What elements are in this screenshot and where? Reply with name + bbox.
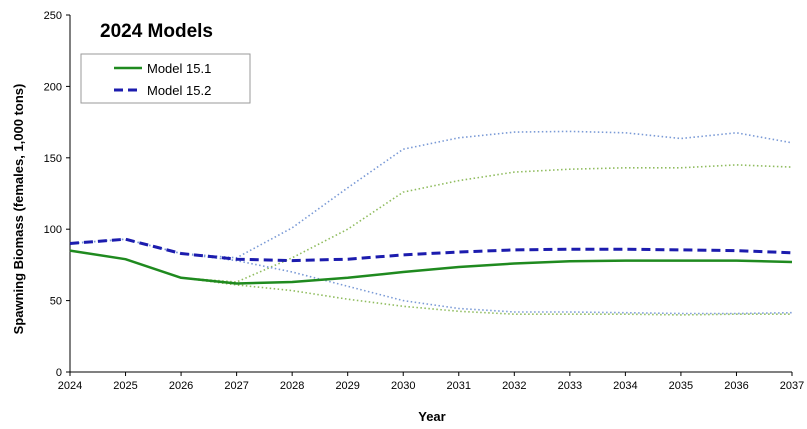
y-tick-label: 250 (44, 10, 62, 22)
y-tick-label: 0 (56, 367, 62, 379)
x-tick-label: 2037 (780, 380, 804, 392)
y-tick-label: 200 (44, 81, 62, 93)
x-tick-label: 2031 (447, 380, 471, 392)
x-tick-label: 2028 (280, 380, 304, 392)
y-axis-label: Spawning Biomass (females, 1,000 tons) (11, 84, 26, 335)
x-tick-label: 2025 (113, 380, 137, 392)
legend: Model 15.1 Model 15.2 (80, 53, 251, 104)
legend-label: Model 15.1 (147, 61, 211, 76)
tick-labels: 0 50 100 150 200 250 2024 2025 2026 2027 2028 2029 2… (44, 10, 805, 392)
y-tick-label: 100 (44, 224, 62, 236)
chart-title: 2024 Models (100, 21, 213, 42)
x-tick-label: 2024 (58, 380, 82, 392)
series-line-model-15-1 (69, 249, 793, 285)
x-tick-label: 2032 (502, 380, 526, 392)
y-tick-label: 150 (44, 153, 62, 165)
x-tick-label: 2029 (335, 380, 359, 392)
legend-box (80, 53, 251, 104)
x-tick-label: 2026 (169, 380, 193, 392)
axes (66, 14, 793, 376)
x-tick-label: 2034 (613, 380, 637, 392)
x-axis-label: Year (418, 409, 445, 424)
series-line-projection-5 (69, 238, 793, 315)
x-tick-label: 2030 (391, 380, 415, 392)
x-tick-label: 2036 (724, 380, 748, 392)
legend-label: Model 15.2 (147, 83, 211, 98)
series-line-projection-2 (69, 164, 793, 283)
x-tick-label: 2035 (669, 380, 693, 392)
x-tick-label: 2027 (224, 380, 248, 392)
series-lines (69, 130, 793, 316)
x-tick-label: 2033 (558, 380, 582, 392)
series-line-model-15-2 (69, 237, 793, 263)
series-line-projection-4 (69, 130, 793, 259)
y-tick-label: 50 (50, 296, 62, 308)
